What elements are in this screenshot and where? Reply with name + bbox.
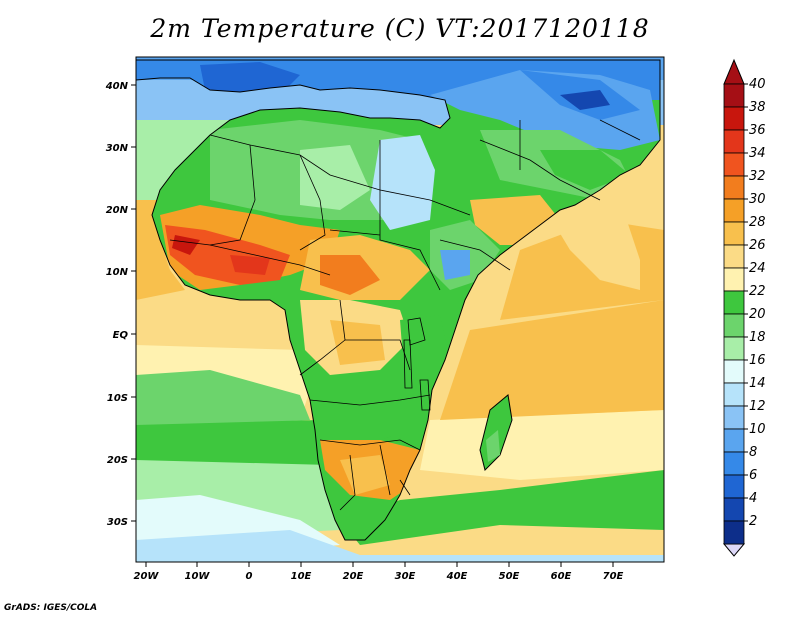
lat-tick-label: 10N: [106, 267, 129, 278]
colorbar-label: 14: [749, 376, 766, 391]
colorbar-cell: [723, 359, 745, 384]
lat-tick-label: 30N: [106, 143, 129, 154]
lat-tick-label: 40N: [105, 81, 129, 92]
colorbar-cell: [723, 83, 745, 108]
colorbar-over-arrow: [723, 58, 745, 85]
colorbar-label: 40: [749, 77, 766, 92]
colorbar-cell: [723, 198, 745, 223]
chart-title: 2m Temperature (C) VT:2017120118: [150, 14, 650, 43]
colorbar-cell: [723, 152, 745, 177]
colorbar-label: 10: [749, 422, 766, 437]
colorbar-cell: [723, 129, 745, 154]
colorbar-cell: [723, 382, 745, 407]
lon-tick-label: 10W: [185, 571, 211, 582]
lon-tick-label: 20W: [134, 571, 160, 582]
lon-tick-label: 40E: [446, 571, 468, 582]
lon-tick-label: 20E: [343, 571, 364, 582]
grads-credit: GrADS: IGES/COLA: [4, 603, 98, 613]
colorbar-under-arrow: [722, 543, 746, 557]
lat-tick-label: 20N: [106, 205, 129, 216]
map-field: [136, 57, 664, 562]
colorbar-label: 18: [749, 330, 766, 345]
colorbar-cell: [723, 175, 745, 200]
colorbar-cell: [723, 497, 745, 522]
lat-tick-label: 10S: [107, 393, 128, 404]
colorbar-cell: [723, 244, 745, 269]
colorbar-label: 16: [749, 353, 766, 368]
lat-tick-label: 20S: [107, 455, 128, 466]
colorbar-cell: [723, 428, 745, 453]
lon-tick-label: 0: [246, 571, 253, 582]
colorbar-label: 32: [749, 169, 766, 184]
colorbar-label: 26: [749, 238, 766, 253]
colorbar-cell: [723, 451, 745, 476]
colorbar-label: 24: [749, 261, 766, 276]
colorbar-cell: [723, 520, 745, 545]
colorbar-cell: [723, 313, 745, 338]
colorbar-label: 36: [749, 123, 766, 138]
colorbar: 40 38 36 34 32 30 28 26 24 22 20 18 16 14 12 10 8 6 4 2: [722, 58, 766, 557]
lon-tick-label: 60E: [551, 571, 572, 582]
colorbar-cell: [723, 474, 745, 499]
plot-frame: [135, 56, 665, 563]
lat-tick-label: EQ: [113, 330, 129, 341]
colorbar-cell: [723, 336, 745, 361]
lon-axis: 20W 10W 0 10E 20E 30E 40E 50E 60E 70E: [134, 562, 624, 582]
lon-tick-label: 70E: [603, 571, 624, 582]
colorbar-label: 38: [749, 100, 766, 115]
colorbar-label: 34: [749, 146, 766, 161]
colorbar-label: 8: [749, 445, 757, 460]
lat-tick-label: 30S: [107, 517, 128, 528]
lat-axis: 40N 30N 20N 10N EQ 10S 20S 30S: [105, 81, 136, 528]
lon-tick-label: 30E: [395, 571, 416, 582]
colorbar-label: 12: [749, 399, 766, 414]
colorbar-cell: [723, 106, 745, 131]
colorbar-cell: [723, 267, 745, 292]
lon-tick-label: 50E: [499, 571, 520, 582]
colorbar-cell: [723, 290, 745, 315]
colorbar-label: 2: [749, 514, 757, 529]
lon-tick-label: 10E: [291, 571, 312, 582]
colorbar-label: 30: [749, 192, 766, 207]
colorbar-cell: [723, 405, 745, 430]
colorbar-cell: [723, 221, 745, 246]
colorbar-label: 20: [749, 307, 766, 322]
colorbar-label: 28: [749, 215, 766, 230]
colorbar-label: 4: [749, 491, 757, 506]
colorbar-label: 6: [749, 468, 757, 483]
colorbar-label: 22: [749, 284, 766, 299]
